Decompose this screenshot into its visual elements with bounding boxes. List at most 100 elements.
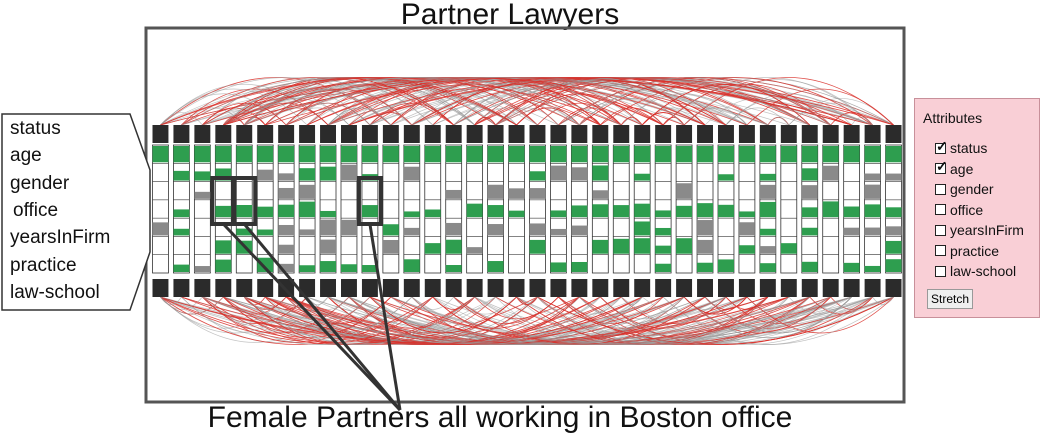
node-bottom[interactable] <box>738 279 755 297</box>
cell-value <box>173 228 190 236</box>
node-top[interactable] <box>445 125 462 143</box>
checkbox-status[interactable] <box>935 138 948 154</box>
node-bottom[interactable] <box>487 279 504 297</box>
node-top[interactable] <box>173 125 190 143</box>
node-top[interactable] <box>529 125 546 143</box>
cell-value <box>194 266 211 272</box>
option-label: yearsInFirm <box>950 222 1024 238</box>
option-age[interactable]: age <box>935 158 973 178</box>
cell-status <box>215 146 232 163</box>
edge-red <box>600 107 664 126</box>
option-gender[interactable]: gender <box>935 180 994 198</box>
node-top[interactable] <box>341 125 357 143</box>
edge-gray <box>160 77 413 126</box>
cell-value <box>738 222 755 236</box>
node-top[interactable] <box>320 125 336 143</box>
node-bottom[interactable] <box>843 279 860 297</box>
cell-status <box>236 146 253 163</box>
node-bottom[interactable] <box>718 279 734 297</box>
node-top[interactable] <box>257 125 274 143</box>
checkbox-age[interactable] <box>935 158 948 174</box>
node-bottom[interactable] <box>697 279 713 297</box>
node-top[interactable] <box>550 125 567 143</box>
node-top[interactable] <box>571 125 588 143</box>
node-bottom[interactable] <box>424 279 441 297</box>
node-bottom[interactable] <box>403 279 420 297</box>
node-bottom[interactable] <box>885 279 902 297</box>
checkbox-yearsinfirm[interactable] <box>935 224 946 236</box>
node-bottom[interactable] <box>801 279 818 297</box>
node-top[interactable] <box>655 125 672 143</box>
option-law-school[interactable]: law-school <box>935 262 1016 280</box>
node-top[interactable] <box>676 125 693 143</box>
node-bottom[interactable] <box>508 279 525 297</box>
cell-value <box>320 166 336 181</box>
node-top[interactable] <box>403 125 420 143</box>
node-top[interactable] <box>508 125 525 143</box>
node-top[interactable] <box>864 125 881 143</box>
node-bottom[interactable] <box>466 279 483 297</box>
checkbox-office[interactable] <box>935 204 946 215</box>
node-bottom[interactable] <box>152 279 169 297</box>
node-top[interactable] <box>738 125 755 143</box>
node-top[interactable] <box>759 125 776 143</box>
node-top[interactable] <box>194 125 211 143</box>
node-bottom[interactable] <box>780 279 797 297</box>
node-bottom[interactable] <box>571 279 588 297</box>
option-status[interactable]: status <box>935 138 987 157</box>
option-practice[interactable]: practice <box>935 242 999 260</box>
node-bottom[interactable] <box>759 279 776 297</box>
node-bottom[interactable] <box>655 279 672 297</box>
node-bottom[interactable] <box>592 279 609 297</box>
node-bottom[interactable] <box>361 279 378 297</box>
node-top[interactable] <box>697 125 713 143</box>
node-top[interactable] <box>613 125 630 143</box>
node-bottom[interactable] <box>676 279 693 297</box>
node-top[interactable] <box>634 125 651 143</box>
node-top[interactable] <box>718 125 734 143</box>
node-bottom[interactable] <box>550 279 567 297</box>
node-top[interactable] <box>424 125 441 143</box>
node-bottom[interactable] <box>382 279 399 297</box>
node-top[interactable] <box>152 125 169 143</box>
node-top[interactable] <box>278 125 295 143</box>
checkbox-practice[interactable] <box>935 245 946 256</box>
checkbox-law-school[interactable] <box>935 265 946 277</box>
stretch-button[interactable]: Stretch <box>927 289 974 309</box>
node-top[interactable] <box>236 125 253 143</box>
node-bottom[interactable] <box>445 279 462 297</box>
node-top[interactable] <box>215 125 232 143</box>
node-top[interactable] <box>822 125 839 143</box>
node-bottom[interactable] <box>613 279 630 297</box>
edge-gray <box>223 79 413 126</box>
node-top[interactable] <box>382 125 399 143</box>
node-top[interactable] <box>361 125 378 143</box>
node-top[interactable] <box>885 125 902 143</box>
node-bottom[interactable] <box>634 279 651 297</box>
node-bottom[interactable] <box>341 279 357 297</box>
edge-red <box>348 77 894 126</box>
cell-value <box>571 205 588 218</box>
node-bottom[interactable] <box>864 279 881 297</box>
node-top[interactable] <box>843 125 860 143</box>
node-top[interactable] <box>487 125 504 143</box>
node-top[interactable] <box>801 125 818 143</box>
cell-status <box>697 146 713 163</box>
node-bottom[interactable] <box>215 279 232 297</box>
checkbox-gender[interactable] <box>935 183 946 195</box>
node-bottom[interactable] <box>236 279 253 297</box>
node-top[interactable] <box>466 125 483 143</box>
node-bottom[interactable] <box>173 279 190 297</box>
node-bottom[interactable] <box>257 279 274 297</box>
node-bottom[interactable] <box>194 279 211 297</box>
node-top[interactable] <box>780 125 797 143</box>
node-bottom[interactable] <box>320 279 336 297</box>
node-top[interactable] <box>592 125 609 143</box>
callout-line <box>243 223 402 411</box>
node-top[interactable] <box>299 125 316 143</box>
node-bottom[interactable] <box>529 279 546 297</box>
node-bottom[interactable] <box>822 279 839 297</box>
option-yearsinfirm[interactable]: yearsInFirm <box>935 221 1024 239</box>
cell-value <box>424 209 441 218</box>
option-office[interactable]: office <box>935 201 983 219</box>
